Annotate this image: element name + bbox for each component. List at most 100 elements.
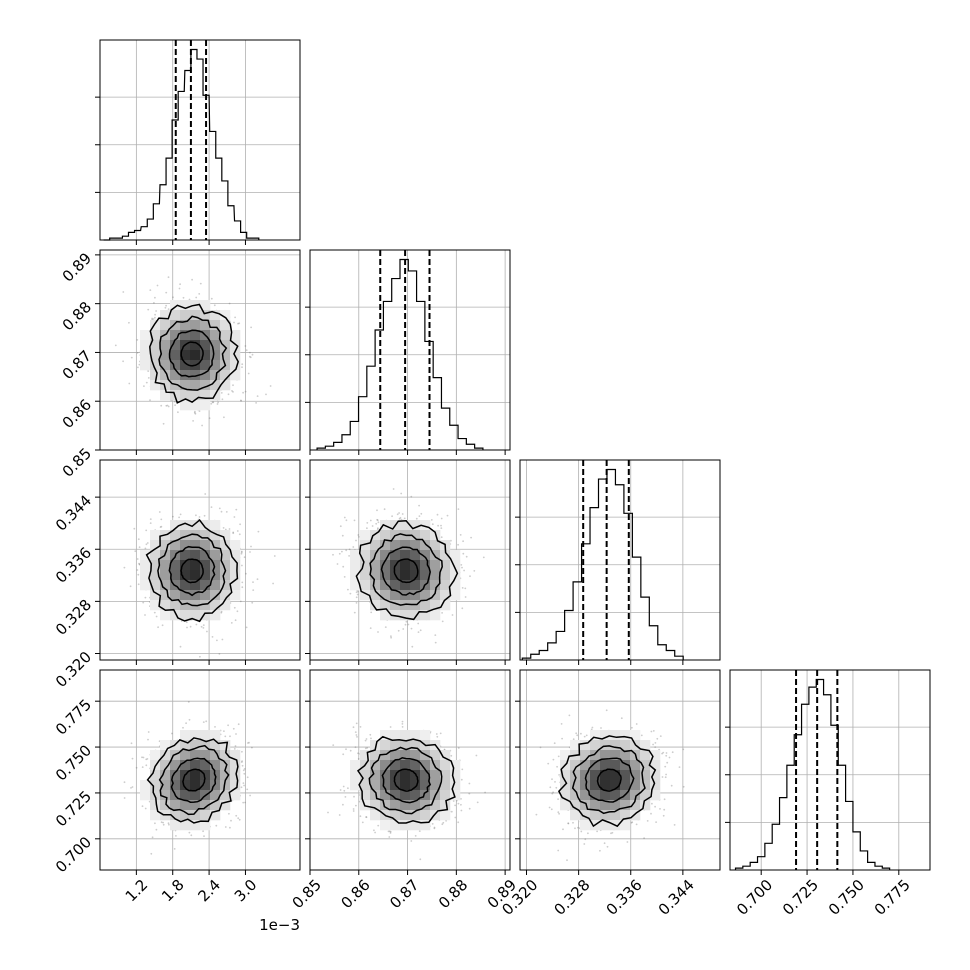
density-cell [200, 540, 211, 551]
density-cell [410, 570, 421, 581]
scatter-point [166, 404, 169, 407]
density-cell [230, 560, 241, 571]
scatter-point [174, 400, 176, 403]
histogram-bin [675, 656, 683, 660]
density-cell [170, 320, 181, 331]
scatter-point [250, 326, 253, 329]
histogram-bin [325, 446, 333, 450]
scatter-point [401, 513, 404, 515]
density-cell [350, 580, 361, 591]
scatter-point [376, 528, 379, 531]
scatter-point [470, 536, 472, 539]
density-cell [210, 570, 221, 581]
density-cell [390, 580, 401, 591]
scatter-point [172, 515, 174, 518]
scatter-point [404, 623, 407, 626]
density-cell [200, 560, 211, 571]
density-cell [210, 560, 221, 571]
histogram-bin [122, 236, 128, 240]
scatter-point [162, 422, 165, 425]
density-cell [180, 600, 191, 611]
scatter-point [202, 624, 205, 626]
scatter-point [241, 363, 244, 366]
density-cell [170, 610, 181, 621]
scatter-point [336, 563, 339, 565]
density-cell [430, 580, 441, 591]
scatter-point [238, 533, 241, 536]
scatter-point [165, 304, 167, 307]
scatter-point [397, 629, 400, 632]
density-cell [360, 580, 371, 591]
histogram-bin [458, 439, 466, 450]
contour-level [180, 341, 204, 367]
density-cell [200, 350, 211, 361]
scatter-point [200, 625, 203, 628]
density-cell [430, 550, 441, 561]
histogram-bin [607, 470, 615, 660]
scatter-point [178, 287, 181, 290]
histogram-bin [548, 643, 556, 660]
density-cell [380, 610, 391, 621]
density-cell [160, 360, 171, 371]
scatter-point [440, 524, 442, 527]
density-cell [450, 550, 461, 561]
histogram-bin [641, 597, 649, 660]
density-cell [170, 340, 181, 351]
scatter-point [241, 366, 243, 369]
scatter-point [431, 523, 434, 526]
scatter-point [410, 627, 413, 630]
scatter-point [366, 522, 369, 524]
density-cell [440, 600, 451, 611]
histogram-bin [860, 851, 867, 870]
scatter-point [239, 600, 242, 603]
scatter-point [177, 411, 179, 414]
density-cell [380, 540, 391, 551]
density-cell [370, 570, 381, 581]
density-cell [220, 310, 231, 321]
histogram-bin [853, 832, 860, 870]
scatter-point [134, 550, 137, 553]
density-cell [400, 520, 411, 531]
density-cell [150, 360, 161, 371]
density-cell [150, 590, 161, 601]
histogram-step [734, 678, 891, 870]
density-cell [170, 530, 181, 541]
density-cell [420, 540, 431, 551]
scatter-point [377, 631, 379, 633]
density-cell [140, 340, 151, 351]
density-cell [190, 380, 201, 391]
histogram-bin [235, 221, 241, 240]
scatter-point [210, 506, 213, 508]
density-cell [420, 610, 431, 621]
scatter-point [245, 626, 248, 629]
density-cell [410, 580, 421, 591]
scatter-point [154, 316, 156, 319]
scatter-point [234, 619, 237, 622]
density-cell [200, 360, 211, 371]
density-cell [400, 540, 411, 551]
density-cell [210, 340, 221, 351]
scatter-point [473, 570, 476, 572]
density-cell [190, 540, 201, 551]
scatter-point [145, 381, 148, 384]
density-cell [190, 320, 201, 331]
scatter-point [256, 578, 259, 581]
histogram-bin [750, 862, 757, 870]
scatter-point [248, 355, 251, 358]
density-cell [220, 550, 231, 561]
scatter-point [179, 513, 182, 516]
scatter-point [143, 385, 145, 387]
density-cell [370, 540, 381, 551]
density-cell [200, 380, 211, 391]
joint-panel-2-0 [95, 459, 301, 665]
contour-level [168, 545, 216, 597]
scatter-point [186, 626, 188, 629]
scatter-point [273, 555, 276, 557]
density-cell [230, 590, 241, 601]
scatter-point [153, 611, 156, 614]
scatter-point [195, 296, 198, 299]
scatter-point [138, 546, 141, 549]
density-cell [360, 550, 371, 561]
scatter-point [220, 611, 223, 614]
scatter-point [233, 321, 235, 324]
